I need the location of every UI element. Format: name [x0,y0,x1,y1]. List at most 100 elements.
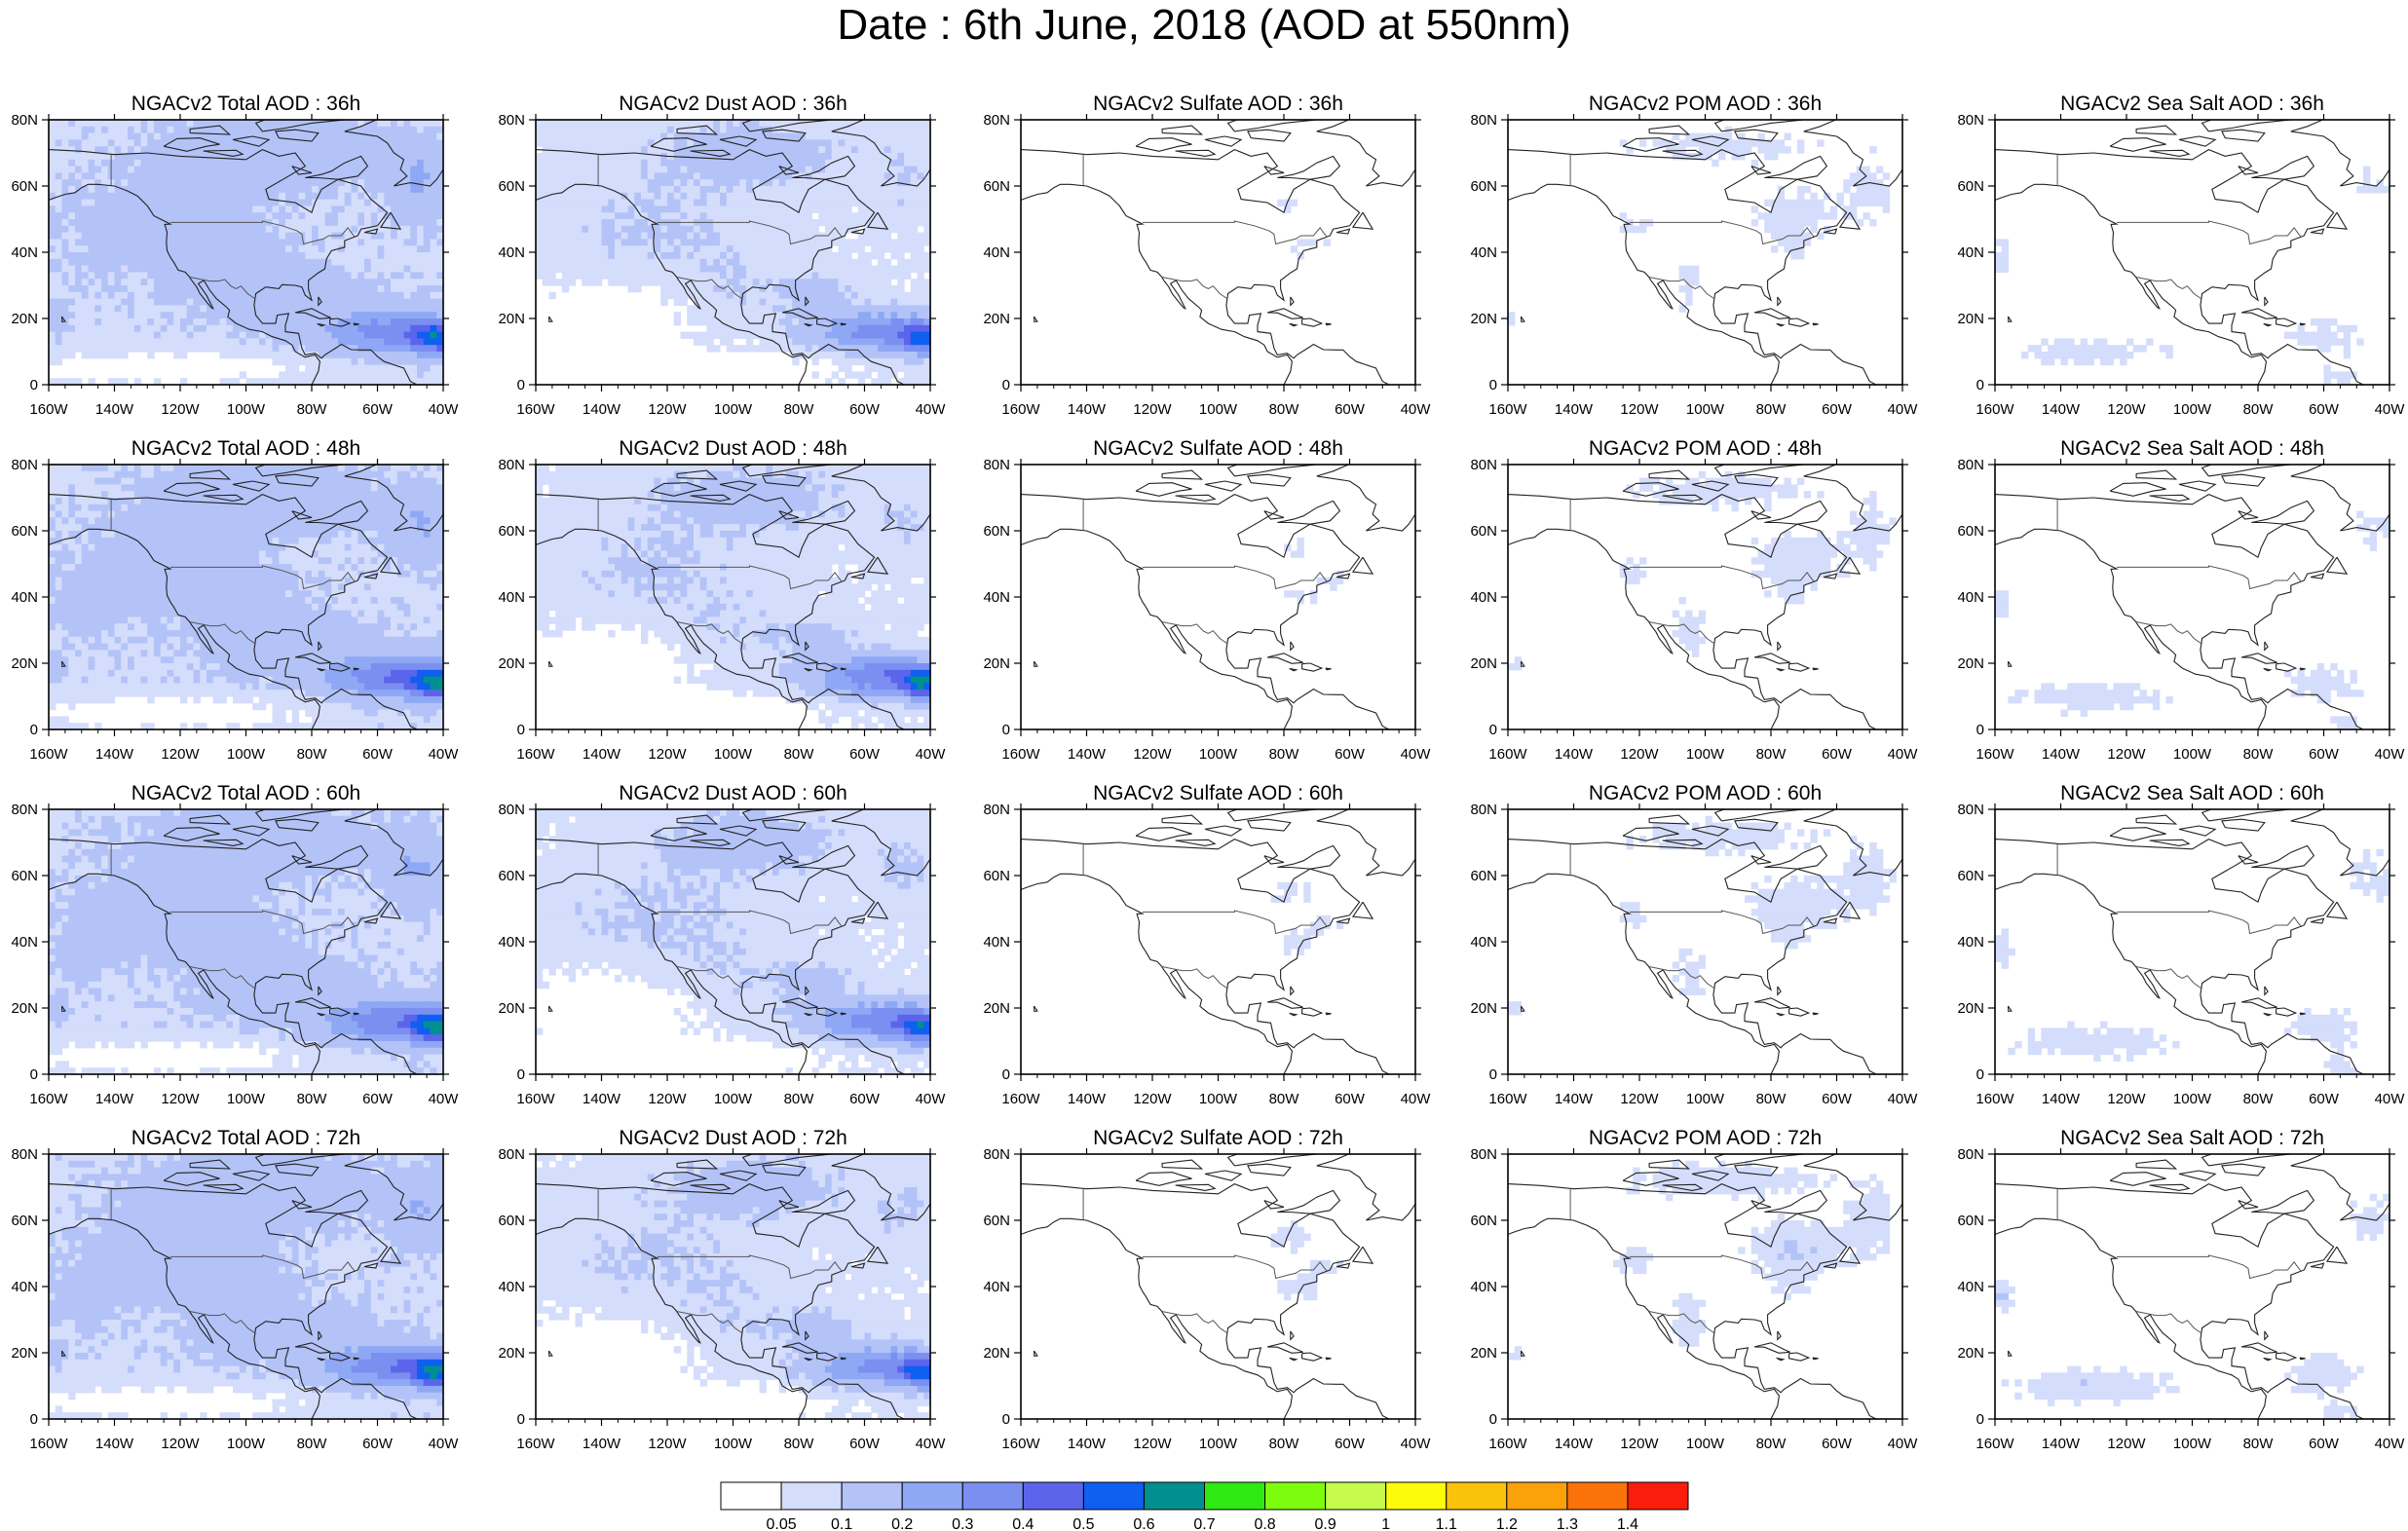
panel-title: NGACv2 POM AOD : 48h [1589,437,1822,460]
map-panel: 160W 140W 120W 100W 80W 60W 40W 80N 60N 40N 20N 0 NG… [498,437,947,763]
panel-title: NGACv2 Sea Salt AOD : 36h [2060,93,2324,115]
y-tick-label: 0 [1976,722,1984,738]
x-tick-label: 80W [784,1091,815,1107]
x-tick-label: 80W [1269,746,1300,763]
coastlines [1021,1154,1415,1419]
y-tick-label: 20N [11,311,38,327]
map-panel: 160W 140W 120W 100W 80W 60W 40W 80N 60N 40N 20N 0 NG… [11,437,459,763]
x-tick-label: 60W [1822,1436,1853,1452]
y-tick-label: 60N [1957,868,1984,884]
map-panel: 160W 140W 120W 100W 80W 60W 40W 80N 60N 40N 20N 0 NG… [983,1127,1432,1452]
y-tick-label: 40N [1957,934,1984,951]
coastlines [1508,1154,1902,1419]
x-tick-label: 60W [362,746,394,763]
x-tick-label: 120W [648,1091,687,1107]
x-tick-label: 140W [1555,1091,1594,1107]
x-tick-label: 140W [2042,1091,2081,1107]
x-tick-label: 40W [916,1436,947,1452]
x-tick-label: 60W [1335,1091,1366,1107]
x-tick-label: 160W [516,746,555,763]
map-panel: 160W 140W 120W 100W 80W 60W 40W 80N 60N 40N 20N 0 NG… [1957,782,2405,1107]
colorbar-swatch [1264,1481,1327,1511]
panel-title: NGACv2 POM AOD : 60h [1589,782,1822,804]
x-tick-label: 40W [429,1091,460,1107]
y-tick-label: 40N [1470,934,1497,951]
x-tick-label: 60W [362,401,394,418]
colorbar-swatch [961,1481,1024,1511]
page-title: Date : 6th June, 2018 (AOD at 550nm) [0,2,2408,49]
y-tick-label: 80N [11,457,38,473]
x-tick-label: 120W [1133,1091,1172,1107]
panel-title: NGACv2 Dust AOD : 36h [619,93,847,115]
aod-shading [1995,166,2390,386]
map-panel: 160W 140W 120W 100W 80W 60W 40W 80N 60N 40N 20N 0 NG… [498,782,946,1107]
x-tick-label: 40W [1888,1436,1919,1452]
y-tick-label: 20N [498,655,525,672]
y-tick-label: 40N [1470,589,1497,606]
panel-title: NGACv2 Sulfate AOD : 36h [1093,93,1343,115]
x-tick-label: 100W [227,1436,266,1452]
colorbar-swatch [1325,1481,1387,1511]
panel-title: NGACv2 Sulfate AOD : 72h [1093,1127,1343,1149]
x-tick-label: 80W [297,1436,328,1452]
x-tick-label: 80W [297,1091,328,1107]
y-tick-label: 80N [983,112,1010,129]
x-tick-label: 40W [1401,1436,1432,1452]
y-tick-label: 0 [517,1411,525,1428]
x-tick-label: 60W [362,1091,394,1107]
colorbar-swatch [780,1481,843,1511]
aod-shading [1995,848,2390,1075]
y-tick-label: 20N [11,1000,38,1017]
y-tick-label: 60N [983,1213,1010,1229]
x-tick-label: 100W [2173,401,2212,418]
colorbar-label: 0.5 [1072,1516,1094,1531]
x-tick-label: 120W [1620,401,1659,418]
y-tick-label: 0 [1002,1066,1010,1083]
x-tick-label: 140W [583,746,621,763]
map-panel: 160W 140W 120W 100W 80W 60W 40W 80N 60N 40N 20N 0 NG… [983,93,1432,418]
x-tick-label: 80W [1756,401,1787,418]
x-tick-label: 100W [2173,1436,2212,1452]
y-tick-label: 60N [11,1213,38,1229]
x-tick-label: 100W [2173,1091,2212,1107]
map-background [1021,120,1415,385]
colorbar-swatch [901,1481,963,1511]
y-tick-label: 20N [1470,1000,1497,1017]
x-tick-label: 40W [916,746,947,763]
x-tick-label: 100W [227,1091,266,1107]
y-tick-label: 20N [11,1345,38,1362]
x-tick-label: 40W [916,401,947,418]
coastlines [1508,465,1902,729]
y-tick-label: 60N [11,868,38,884]
panel-title: NGACv2 Dust AOD : 60h [619,782,847,804]
x-tick-label: 100W [1686,1091,1725,1107]
y-tick-label: 60N [11,178,38,195]
y-tick-label: 40N [1470,244,1497,261]
y-tick-label: 40N [11,589,38,606]
y-tick-label: 20N [983,655,1010,672]
map-background [1508,465,1902,729]
x-tick-label: 40W [1401,1091,1432,1107]
x-tick-label: 100W [714,1091,753,1107]
y-tick-label: 20N [498,1000,525,1017]
panel-title: NGACv2 Total AOD : 72h [132,1127,360,1149]
y-tick-label: 60N [1470,1213,1497,1229]
colorbar-label: 0.9 [1315,1516,1336,1531]
coastlines [49,465,443,729]
y-tick-label: 60N [11,523,38,540]
coastlines [536,120,930,385]
y-tick-label: 60N [498,523,525,540]
y-tick-label: 0 [30,1066,38,1083]
panel-title: NGACv2 Dust AOD : 72h [619,1127,847,1149]
x-tick-label: 100W [714,746,753,763]
aod-shading [49,465,444,730]
x-tick-label: 140W [1555,401,1594,418]
x-tick-label: 40W [1401,401,1432,418]
panel-title: NGACv2 Total AOD : 36h [132,93,360,115]
colorbar-label: 0.05 [766,1516,796,1531]
y-tick-label: 20N [1957,1345,1984,1362]
aod-shading [1508,815,1897,1016]
aod-shading [1508,470,1897,671]
colorbar-label: 1.2 [1496,1516,1518,1531]
